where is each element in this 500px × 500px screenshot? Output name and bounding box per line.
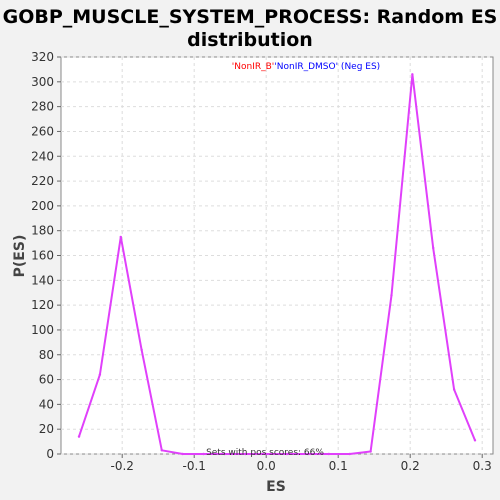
data-point: [202, 452, 205, 456]
y-tick-label: 160: [31, 249, 54, 263]
data-point: [77, 435, 81, 438]
y-tick-label: 260: [31, 124, 54, 138]
data-point: [348, 452, 351, 456]
data-point: [473, 439, 477, 442]
y-tick-label: 320: [31, 50, 54, 64]
data-point: [265, 452, 268, 456]
y-tick-label: 300: [31, 75, 54, 89]
y-tick-label: 100: [31, 323, 54, 337]
y-tick-label: 280: [31, 100, 54, 114]
data-point: [452, 388, 456, 391]
x-tick-label: 0.2: [401, 459, 420, 473]
x-tick-label: 0.0: [257, 459, 276, 473]
series-line: [78, 74, 476, 455]
legend-part2: 'NonIR_DMSO' (Neg ES): [274, 62, 380, 72]
x-axis-label: ES: [266, 479, 286, 495]
data-point: [181, 452, 184, 456]
data-point: [306, 452, 310, 456]
y-tick-label: 0: [46, 447, 54, 461]
y-tick-label: 20: [39, 422, 54, 436]
data-point: [119, 235, 122, 239]
data-point: [327, 452, 331, 456]
y-tick-label: 140: [31, 273, 54, 287]
y-tick-label: 80: [39, 348, 54, 362]
data-point: [140, 348, 143, 351]
chart-title-line2: distribution: [187, 29, 313, 51]
axis-ticks: 0 20 40 60 80 100 120 140 160 180 200 220 240 260 280 3…: [31, 50, 492, 473]
series-layer: [77, 73, 477, 456]
chart-title-line1: GOBP_MUSCLE_SYSTEM_PROCESS: Random ES: [3, 6, 498, 28]
x-tick-label: 0.3: [473, 459, 492, 473]
data-point: [432, 246, 435, 250]
pos-scores-annotation: Sets with pos scores: 66%: [206, 448, 324, 458]
data-point: [390, 294, 393, 297]
grid-lines: [61, 56, 493, 455]
y-tick-label: 60: [39, 373, 54, 387]
x-tick-label: -0.2: [110, 459, 133, 473]
y-tick-label: 180: [31, 224, 54, 238]
y-tick-label: 120: [31, 298, 54, 312]
x-tick-label: 0.1: [329, 459, 348, 473]
y-tick-label: 220: [31, 174, 54, 188]
y-axis-label: P(ES): [12, 235, 28, 278]
legend-part1: 'NonIR_B': [232, 62, 274, 72]
data-point: [244, 452, 247, 456]
data-point: [223, 452, 226, 456]
y-tick-label: 40: [39, 397, 54, 411]
data-point: [369, 450, 372, 453]
y-tick-label: 200: [31, 199, 54, 213]
legend-entry: 'NonIR_B''NonIR_DMSO' (Neg ES): [232, 62, 380, 72]
data-point: [411, 73, 414, 76]
data-point: [160, 449, 163, 452]
y-tick-label: 240: [31, 149, 54, 163]
x-tick-label: -0.1: [182, 459, 205, 473]
data-point: [98, 373, 102, 376]
data-point: [285, 452, 289, 456]
